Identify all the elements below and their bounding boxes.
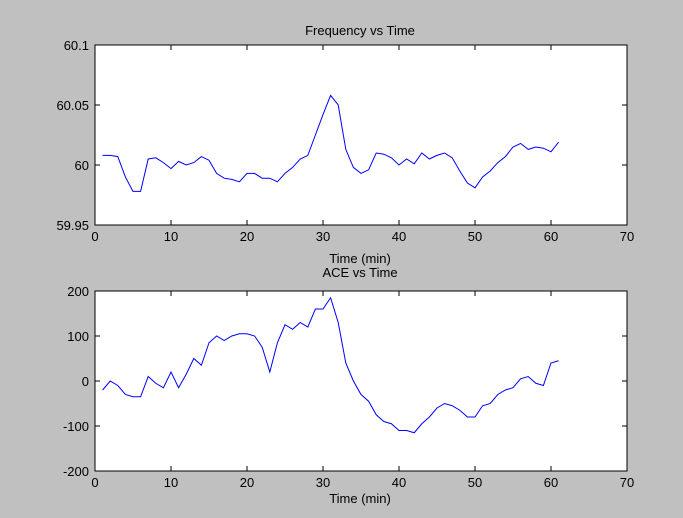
- frequency-y-tick-label: 60.05: [56, 98, 89, 113]
- ace-plot: ACE vs Time Time (min) 0 10 20 30 40 50 60 70 -2…: [63, 265, 634, 506]
- frequency-x-tick-label: 70: [620, 229, 634, 244]
- ace-plot-xlabel: Time (min): [329, 491, 391, 506]
- ace-y-tick-label: 100: [67, 329, 89, 344]
- ace-y-tick-label: -200: [63, 464, 89, 479]
- frequency-x-tick-label: 30: [316, 229, 330, 244]
- ace-x-tick-label: 70: [620, 475, 634, 490]
- frequency-axes-frame: [94, 44, 628, 226]
- frequency-y-tick-label: 59.95: [56, 218, 89, 233]
- frequency-y-tick-label: 60: [75, 158, 89, 173]
- frequency-x-tick-label: 60: [544, 229, 558, 244]
- ace-x-tick-label: 50: [468, 475, 482, 490]
- ace-x-tick-label: 10: [164, 475, 178, 490]
- frequency-y-tick-label: 60.1: [64, 38, 89, 53]
- frequency-plot: Frequency vs Time Time (min) 0 10 20 30 40 50…: [56, 23, 634, 266]
- ace-series-line: [102, 296, 559, 434]
- frequency-x-tick-label: 10: [164, 229, 178, 244]
- ace-x-tick-label: 20: [240, 475, 254, 490]
- frequency-plot-title: Frequency vs Time: [305, 23, 415, 38]
- ace-axes-background: [95, 291, 627, 471]
- ace-plot-title: ACE vs Time: [322, 265, 397, 280]
- frequency-x-tick-label: 50: [468, 229, 482, 244]
- ace-x-tick-label: 40: [392, 475, 406, 490]
- frequency-plot-xlabel: Time (min): [329, 251, 391, 266]
- ace-x-tick-label: 60: [544, 475, 558, 490]
- ace-y-tick-label: 0: [82, 374, 89, 389]
- ace-y-tick-label: -100: [63, 419, 89, 434]
- ace-x-tick-label: 0: [91, 475, 98, 490]
- frequency-series-line: [102, 94, 559, 192]
- ace-y-tick-label: 200: [67, 284, 89, 299]
- frequency-x-tick-label: 0: [91, 229, 98, 244]
- frequency-axes-background: [95, 45, 627, 225]
- ace-x-tick-label: 30: [316, 475, 330, 490]
- frequency-x-tick-label: 20: [240, 229, 254, 244]
- frequency-x-tick-label: 40: [392, 229, 406, 244]
